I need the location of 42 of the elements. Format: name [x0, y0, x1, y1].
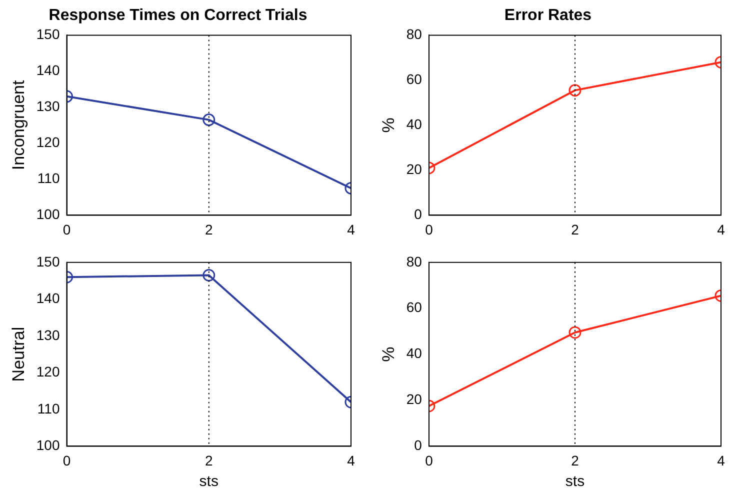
y-tick-label: 150: [36, 252, 60, 269]
x-tick-label: 0: [425, 452, 434, 468]
x-tick-label: 2: [571, 452, 580, 468]
y-tick-label: 80: [406, 252, 422, 269]
x-tick-label: 4: [717, 452, 726, 468]
x-tick-label: 2: [204, 221, 213, 238]
x-tick-label: 2: [204, 452, 213, 468]
y-tick-label: 120: [36, 134, 60, 150]
x-tick-label: 4: [717, 221, 726, 238]
y-tick-label: 60: [406, 298, 422, 315]
y-axis-title: %: [378, 346, 398, 362]
x-tick-label: 4: [347, 221, 356, 238]
y-axis-title: %: [378, 118, 398, 133]
y-tick-label: 110: [37, 400, 60, 416]
y-tick-label: 140: [36, 62, 60, 78]
y-tick-label: 130: [36, 98, 60, 114]
x-tick-label: 0: [62, 452, 71, 468]
y-tick-label: 140: [36, 290, 60, 306]
y-tick-label: 100: [36, 436, 60, 453]
x-axis-title: sts: [565, 472, 585, 490]
x-tick-label: 0: [425, 221, 434, 238]
chart-title: Response Times on Correct Trials: [48, 7, 308, 24]
y-tick-label: 60: [406, 71, 422, 88]
x-axis-title: sts: [199, 472, 218, 490]
y-tick-label: 20: [406, 390, 422, 407]
y-tick-label: 100: [36, 206, 60, 222]
y-axis-title: Neutral: [8, 326, 28, 382]
y-tick-label: 120: [36, 363, 60, 380]
x-tick-label: 0: [62, 221, 71, 238]
y-tick-label: 40: [406, 344, 422, 361]
y-tick-label: 40: [406, 116, 422, 132]
y-tick-label: 0: [414, 436, 422, 453]
y-tick-label: 130: [36, 326, 60, 342]
chart-title: Error Rates: [504, 7, 592, 24]
y-tick-label: 20: [406, 161, 422, 178]
x-tick-label: 4: [347, 452, 356, 468]
y-tick-label: 0: [414, 206, 422, 222]
y-tick-label: 110: [37, 170, 60, 186]
x-tick-label: 2: [571, 221, 580, 238]
y-tick-label: 150: [36, 26, 60, 42]
y-axis-title: Incongruent: [8, 80, 28, 170]
y-tick-label: 80: [406, 26, 422, 42]
